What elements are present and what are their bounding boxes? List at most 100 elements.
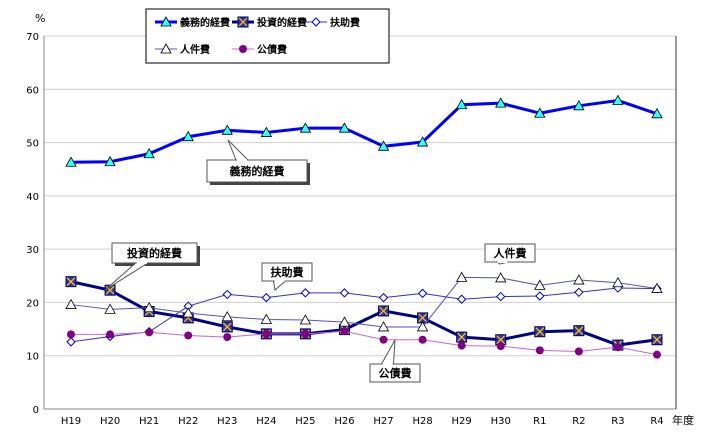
data-point-circle (340, 327, 349, 336)
x-tick-label: R2 (572, 416, 585, 427)
data-point-square (417, 312, 429, 324)
data-point-triangle (160, 43, 172, 54)
data-point-circle (535, 346, 544, 355)
data-point-triangle (338, 316, 351, 327)
series-2 (66, 283, 662, 347)
data-point-circle (184, 331, 193, 340)
callout-label: 人件費 (484, 243, 536, 265)
data-point-triangle (651, 107, 663, 119)
callout-label: 公債費 (369, 339, 421, 383)
x-tick-label: H20 (100, 416, 120, 427)
data-point-circle (496, 342, 505, 351)
x-marker (66, 277, 76, 287)
data-point-square (573, 325, 585, 337)
y-tick-label: 50 (26, 139, 39, 150)
callout-box (261, 262, 313, 282)
series-line (71, 330, 658, 356)
x-tick-label: H23 (217, 416, 237, 427)
data-point-square (237, 16, 249, 28)
data-point-diamond (339, 288, 350, 298)
x-marker (457, 332, 467, 342)
callout-text: 義務的経費 (230, 164, 285, 178)
data-point-triangle (221, 124, 233, 135)
callout-label: 義務的経費 (206, 139, 310, 185)
y-tick-label: 20 (26, 298, 39, 309)
data-point-diamond (496, 291, 506, 302)
data-point-triangle (143, 301, 155, 313)
series-line (70, 280, 658, 347)
data-point-triangle (495, 97, 507, 108)
data-point-triangle (260, 313, 273, 324)
data-point-triangle (65, 156, 77, 167)
data-point-triangle (182, 307, 194, 318)
y-tick-label: 30 (26, 245, 39, 256)
y-tick-label: 40 (26, 192, 39, 203)
y-axis-label: % (35, 12, 45, 25)
data-point-triangle (221, 310, 233, 322)
x-marker (379, 306, 388, 316)
data-point-triangle (377, 140, 390, 151)
callout-box (369, 363, 421, 383)
data-point-diamond (300, 288, 311, 298)
data-point-square (534, 326, 546, 338)
data-point-circle (262, 329, 271, 338)
data-point-triangle (416, 321, 429, 332)
y-tick-label: 0 (33, 405, 39, 416)
data-point-circle (223, 333, 232, 342)
x-tick-label: H19 (61, 416, 81, 427)
data-point-triangle (612, 276, 624, 288)
data-point-square (65, 276, 77, 288)
data-point-circle (301, 329, 310, 338)
data-point-diamond (222, 289, 232, 300)
data-point-triangle (612, 94, 624, 105)
callout-text: 投資的経費 (127, 246, 182, 260)
data-point-circle (239, 45, 247, 53)
data-point-triangle (651, 282, 663, 293)
data-point-square (221, 321, 233, 333)
data-point-square (456, 331, 468, 343)
callout-text: 人件費 (494, 246, 527, 260)
data-point-circle (613, 343, 622, 352)
data-point-triangle (182, 130, 194, 142)
data-point-triangle (104, 303, 116, 314)
series-4 (67, 327, 661, 359)
x-tick-label: H28 (412, 416, 432, 427)
x-tick-label: H30 (491, 416, 511, 427)
data-point-triangle (573, 274, 585, 285)
x-tick-label: H24 (256, 416, 276, 427)
x-tick-label: H26 (334, 416, 354, 427)
x-tick-label: H25 (295, 416, 315, 427)
legend-item: 公債費 (232, 43, 287, 56)
legend-box (145, 8, 390, 64)
data-point-triangle (455, 98, 468, 110)
callout-box (111, 242, 198, 264)
data-point-triangle (299, 314, 312, 325)
data-point-triangle (160, 16, 172, 27)
data-point-square (651, 334, 663, 346)
series-line (70, 98, 658, 164)
data-point-triangle (416, 136, 429, 147)
data-point-triangle (455, 271, 468, 282)
data-point-circle (457, 341, 466, 350)
callout-pointer (272, 280, 287, 291)
legend-label: 義務的経費 (180, 16, 230, 29)
x-marker (418, 313, 428, 323)
data-point-circle (574, 347, 583, 356)
x-marker (535, 327, 545, 337)
data-point-triangle (65, 298, 77, 309)
legend-label: 扶助費 (330, 16, 360, 29)
data-point-diamond (378, 292, 389, 303)
y-tick-label: 10 (26, 352, 39, 363)
legend-item: 義務的経費 (155, 16, 230, 29)
x-tick-label: H21 (139, 416, 159, 427)
legend-item: 投資的経費 (232, 16, 307, 29)
x-marker (496, 335, 506, 345)
y-tick-label: 60 (26, 85, 39, 96)
data-point-triangle (143, 147, 155, 159)
data-point-diamond (535, 291, 545, 301)
callout-pointer (104, 262, 150, 291)
series-line (70, 287, 658, 343)
y-tick-label: 70 (26, 32, 39, 43)
